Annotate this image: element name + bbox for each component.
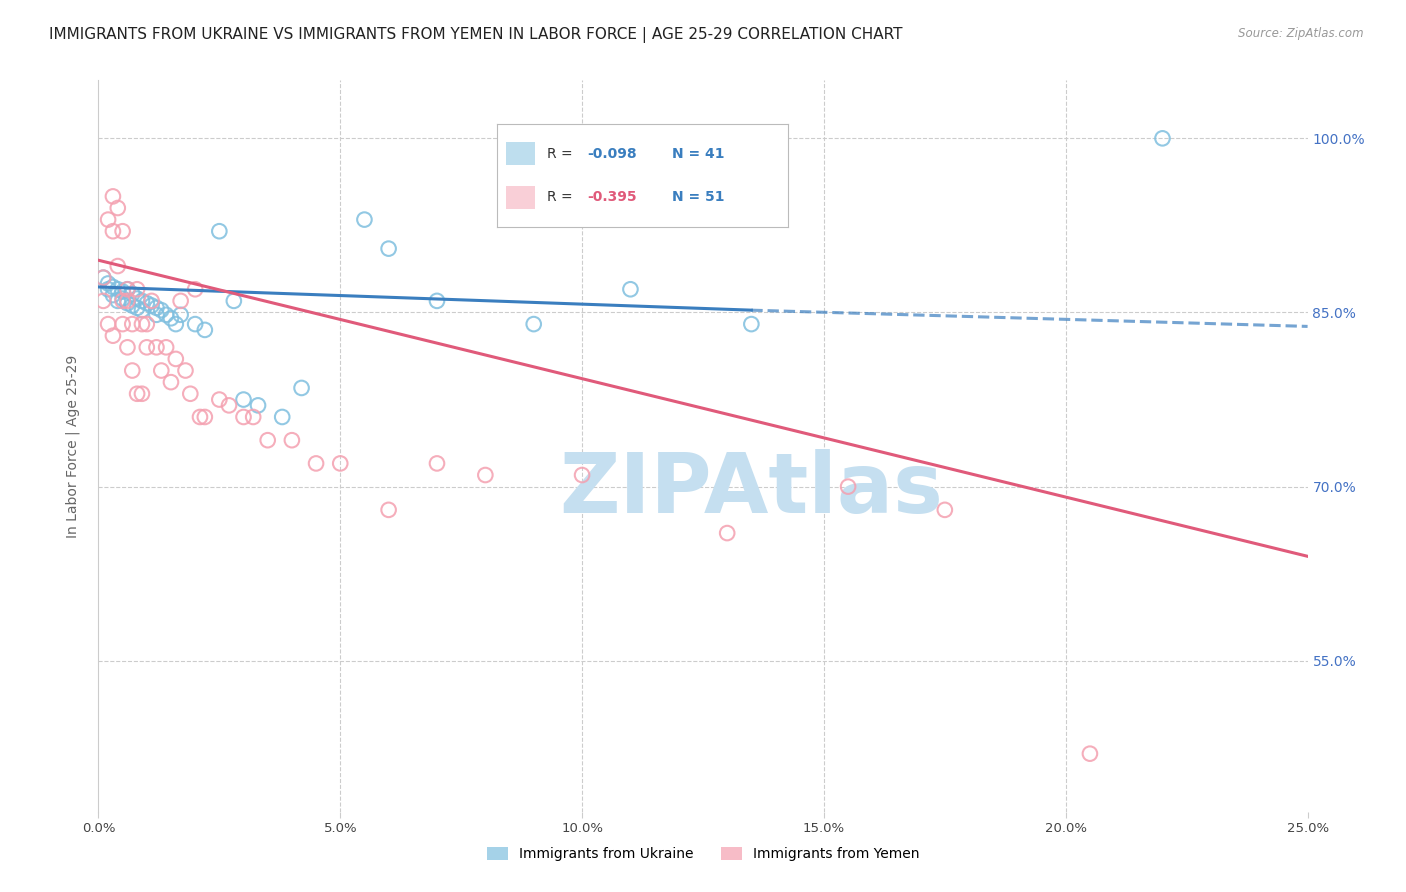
Point bbox=[101, 328, 124, 343]
Point bbox=[131, 303, 153, 318]
Point bbox=[141, 293, 163, 308]
Point bbox=[135, 340, 157, 354]
Point bbox=[117, 282, 139, 296]
Point bbox=[111, 285, 134, 299]
Point bbox=[1078, 747, 1101, 761]
Point bbox=[150, 303, 173, 318]
Point bbox=[127, 282, 149, 296]
Point bbox=[619, 282, 641, 296]
Point bbox=[169, 293, 191, 308]
Point bbox=[174, 363, 197, 377]
Point bbox=[194, 409, 217, 424]
Point bbox=[179, 386, 201, 401]
Point bbox=[97, 282, 120, 296]
Point bbox=[740, 317, 762, 331]
Point bbox=[131, 293, 153, 308]
Point bbox=[290, 381, 312, 395]
Point bbox=[155, 308, 177, 322]
Point bbox=[91, 270, 114, 285]
Point bbox=[97, 317, 120, 331]
Text: Source: ZipAtlas.com: Source: ZipAtlas.com bbox=[1239, 27, 1364, 40]
Point bbox=[155, 340, 177, 354]
Point bbox=[101, 189, 124, 203]
Point bbox=[208, 224, 231, 238]
Point bbox=[111, 293, 134, 308]
Point bbox=[160, 311, 183, 326]
Point bbox=[145, 340, 167, 354]
Point bbox=[426, 293, 449, 308]
Point bbox=[305, 457, 328, 471]
Point bbox=[111, 224, 134, 238]
Point bbox=[242, 409, 264, 424]
Point bbox=[97, 277, 120, 291]
Point bbox=[145, 301, 167, 315]
Point bbox=[222, 293, 245, 308]
Point bbox=[131, 317, 153, 331]
Point bbox=[232, 392, 254, 407]
Point bbox=[127, 386, 149, 401]
Text: ZIPAtlas: ZIPAtlas bbox=[560, 450, 943, 531]
Point bbox=[91, 270, 114, 285]
Point bbox=[169, 308, 191, 322]
Point bbox=[232, 409, 254, 424]
Point bbox=[121, 317, 143, 331]
Point bbox=[107, 293, 129, 308]
Point bbox=[165, 317, 187, 331]
Point bbox=[135, 296, 157, 310]
Point bbox=[281, 433, 304, 447]
Point bbox=[97, 212, 120, 227]
Point bbox=[117, 282, 139, 296]
Point bbox=[121, 363, 143, 377]
Point bbox=[141, 299, 163, 313]
Point bbox=[111, 317, 134, 331]
Point bbox=[160, 375, 183, 389]
Legend: Immigrants from Ukraine, Immigrants from Yemen: Immigrants from Ukraine, Immigrants from… bbox=[481, 842, 925, 867]
Point bbox=[145, 308, 167, 322]
Text: IMMIGRANTS FROM UKRAINE VS IMMIGRANTS FROM YEMEN IN LABOR FORCE | AGE 25-29 CORR: IMMIGRANTS FROM UKRAINE VS IMMIGRANTS FR… bbox=[49, 27, 903, 43]
Point bbox=[426, 457, 449, 471]
Point bbox=[117, 296, 139, 310]
Point bbox=[208, 392, 231, 407]
Point bbox=[127, 301, 149, 315]
Point bbox=[571, 468, 593, 483]
Point bbox=[194, 323, 217, 337]
Point bbox=[91, 293, 114, 308]
Point bbox=[107, 201, 129, 215]
Point bbox=[377, 503, 399, 517]
Point bbox=[131, 386, 153, 401]
Point bbox=[353, 212, 375, 227]
Point bbox=[101, 224, 124, 238]
Point bbox=[474, 468, 496, 483]
Point bbox=[101, 288, 124, 302]
Point bbox=[188, 409, 211, 424]
Point bbox=[111, 292, 134, 306]
Point bbox=[218, 398, 240, 412]
Point bbox=[184, 317, 207, 331]
Point bbox=[117, 340, 139, 354]
Point bbox=[117, 293, 139, 308]
Y-axis label: In Labor Force | Age 25-29: In Labor Force | Age 25-29 bbox=[65, 354, 80, 538]
Point bbox=[271, 409, 294, 424]
Point bbox=[150, 363, 173, 377]
Point bbox=[107, 282, 129, 296]
Point bbox=[523, 317, 546, 331]
Point bbox=[107, 259, 129, 273]
Point bbox=[135, 317, 157, 331]
Point bbox=[256, 433, 278, 447]
Point bbox=[121, 299, 143, 313]
Point bbox=[377, 242, 399, 256]
Point bbox=[247, 398, 270, 412]
Point bbox=[127, 292, 149, 306]
Point bbox=[101, 280, 124, 294]
Point bbox=[121, 286, 143, 301]
Point bbox=[716, 526, 738, 541]
Point bbox=[837, 480, 859, 494]
Point bbox=[165, 351, 187, 366]
Point bbox=[934, 503, 956, 517]
Point bbox=[329, 457, 352, 471]
Point bbox=[1152, 131, 1174, 145]
Point bbox=[184, 282, 207, 296]
